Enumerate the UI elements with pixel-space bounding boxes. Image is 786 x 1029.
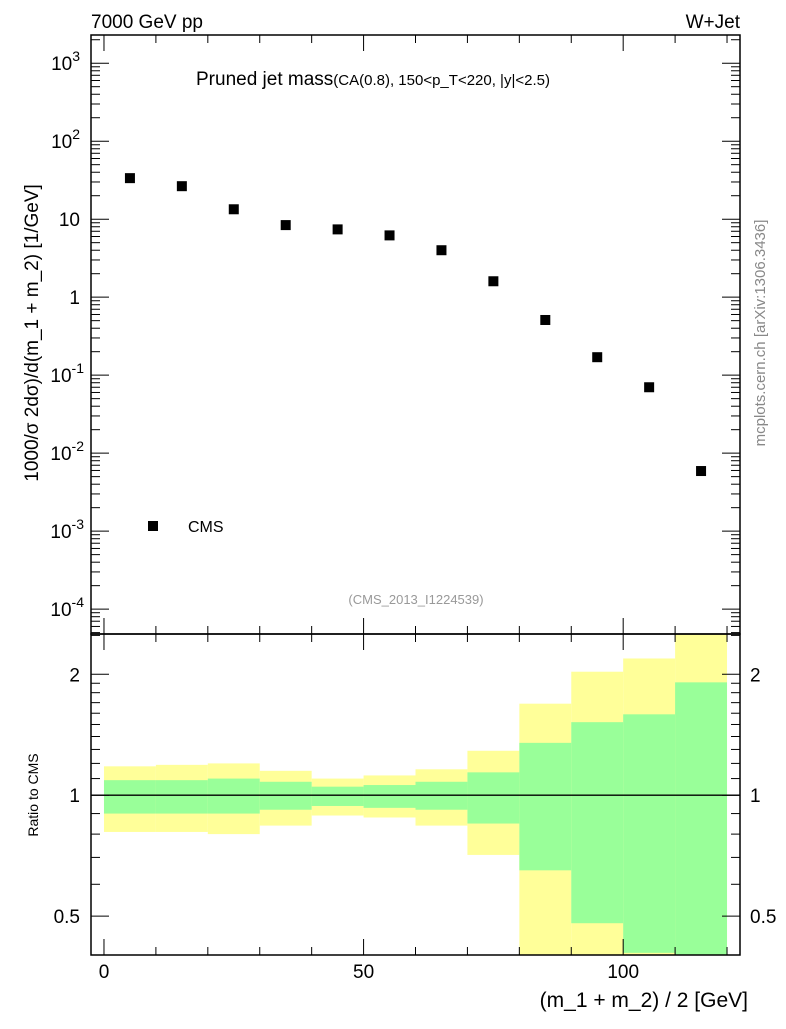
title-main: Pruned jet mass xyxy=(196,69,333,90)
ratio-y-tick-label-right: 0.5 xyxy=(750,907,776,928)
analysis-id: (CMS_2013_I1224539) xyxy=(348,592,483,607)
ratio-band-bin xyxy=(519,742,572,871)
x-tick-label: 100 xyxy=(607,962,639,983)
data-point xyxy=(124,173,135,184)
ratio-band-bin xyxy=(103,780,156,814)
ratio-band-bin xyxy=(467,772,520,824)
y-tick-label: 102 xyxy=(51,126,80,153)
ratio-y-axis-label: Ratio to CMS xyxy=(25,753,41,836)
y-tick-label: 10-3 xyxy=(50,516,84,543)
ratio-band-bin xyxy=(623,714,676,953)
data-point xyxy=(488,276,499,287)
data-point xyxy=(228,204,239,215)
x-tick-label: 0 xyxy=(99,962,110,983)
ratio-band-bin xyxy=(155,780,208,814)
data-point xyxy=(280,220,291,231)
ratio-y-tick-label-left: 2 xyxy=(69,665,80,686)
y-tick-label: 10-1 xyxy=(50,360,84,387)
ratio-band-bin xyxy=(363,785,416,808)
y-tick-label: 103 xyxy=(51,48,80,75)
data-point xyxy=(696,466,707,477)
ratio-y-tick-label-left: 1 xyxy=(69,786,80,807)
data-point xyxy=(592,352,603,363)
y-tick-label: 10 xyxy=(59,210,80,231)
ratio-y-tick-label-left: 0.5 xyxy=(54,907,80,928)
data-point xyxy=(332,224,343,235)
ratio-y-tick-label-right: 2 xyxy=(750,665,761,686)
x-tick-label: 50 xyxy=(353,962,374,983)
header-right: W+Jet xyxy=(686,12,741,33)
data-point xyxy=(540,314,551,325)
legend-label: CMS xyxy=(188,519,224,536)
ratio-band-bin xyxy=(571,722,624,924)
x-axis-label: (m_1 + m_2) / 2 [GeV] xyxy=(540,989,748,1012)
y-tick-label: 10-2 xyxy=(50,438,84,465)
legend: CMS xyxy=(148,519,224,536)
data-point xyxy=(644,382,655,393)
ratio-band-bin xyxy=(675,682,728,955)
data-point xyxy=(176,181,187,192)
plot-title: Pruned jet mass(CA(0.8), 150<p_T<220, |y… xyxy=(196,69,550,90)
main-frame xyxy=(90,34,741,635)
data-point xyxy=(384,230,395,241)
y-tick-label: 10-4 xyxy=(50,594,84,621)
y-axis-label: 1000/σ 2dσ)/d(m_1 + m_2) [1/GeV] xyxy=(22,184,43,482)
watermark: mcplots.cern.ch [arXiv:1306.3436] xyxy=(752,220,769,447)
data-points xyxy=(124,173,707,477)
y-tick-label: 1 xyxy=(69,288,80,309)
ratio-band-bin xyxy=(207,778,260,814)
legend-marker xyxy=(148,521,158,531)
data-point xyxy=(436,245,447,256)
ratio-bands xyxy=(91,634,740,955)
title-sub: (CA(0.8), 150<p_T<220, |y|<2.5) xyxy=(333,72,550,89)
ratio-band-bin xyxy=(311,786,364,806)
ratio-y-tick-label-right: 1 xyxy=(750,786,761,807)
header-left: 7000 GeV pp xyxy=(91,12,203,33)
